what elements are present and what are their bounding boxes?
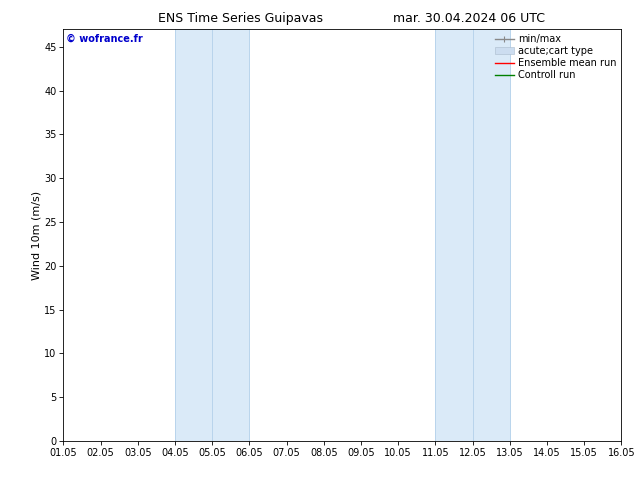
Y-axis label: Wind 10m (m/s): Wind 10m (m/s) — [31, 191, 41, 280]
Text: mar. 30.04.2024 06 UTC: mar. 30.04.2024 06 UTC — [393, 12, 545, 25]
Text: ENS Time Series Guipavas: ENS Time Series Guipavas — [158, 12, 323, 25]
Text: © wofrance.fr: © wofrance.fr — [66, 33, 143, 44]
Bar — [436, 29, 510, 441]
Legend: min/max, acute;cart type, Ensemble mean run, Controll run: min/max, acute;cart type, Ensemble mean … — [493, 32, 618, 82]
Bar — [175, 29, 249, 441]
